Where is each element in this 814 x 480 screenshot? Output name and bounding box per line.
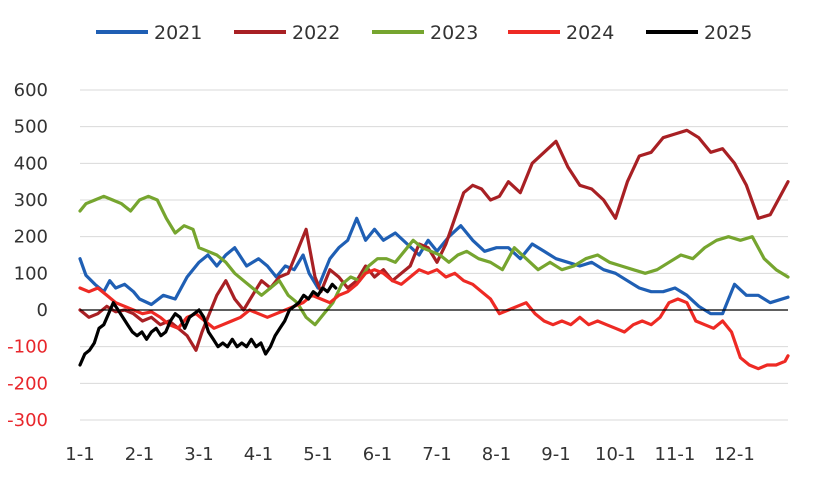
x-tick-label: 4-1 xyxy=(244,444,273,465)
x-tick-label: 11-1 xyxy=(655,444,696,465)
y-tick-label: -100 xyxy=(7,337,48,358)
series-line-2024 xyxy=(78,268,790,371)
series-lines xyxy=(78,128,790,371)
y-tick-label: 400 xyxy=(14,153,48,174)
x-tick-label: 2-1 xyxy=(125,444,154,465)
legend-label-2023: 2023 xyxy=(430,22,478,44)
legend-label-2024: 2024 xyxy=(566,22,614,44)
series-line-2021 xyxy=(78,216,790,316)
series-line-2025 xyxy=(78,282,338,367)
y-tick-label: 500 xyxy=(14,117,48,138)
y-tick-label: -200 xyxy=(7,373,48,394)
x-tick-label: 6-1 xyxy=(363,444,392,465)
legend: 2021 2022 2023 2024 2025 xyxy=(96,22,752,44)
y-tick-label: 100 xyxy=(14,263,48,284)
y-tick-label: 200 xyxy=(14,227,48,248)
x-tick-label: 3-1 xyxy=(184,444,213,465)
x-tick-label: 10-1 xyxy=(595,444,636,465)
x-tick-label: 12-1 xyxy=(714,444,755,465)
legend-label-2021: 2021 xyxy=(154,22,202,44)
x-tick-label: 7-1 xyxy=(422,444,451,465)
x-tick-labels: 1-1 2-1 3-1 4-1 5-1 6-1 7-1 8-1 9-1 10-1 11-1 12-1 xyxy=(65,444,755,465)
y-tick-labels: 600 500 400 300 200 100 0 -100 -200 -300 xyxy=(7,80,48,431)
x-tick-label: 8-1 xyxy=(482,444,511,465)
y-tick-label: 300 xyxy=(14,190,48,211)
x-tick-label: 9-1 xyxy=(541,444,570,465)
y-tick-label: 0 xyxy=(37,300,48,321)
series-line-2023 xyxy=(78,194,790,327)
x-tick-label: 1-1 xyxy=(65,444,94,465)
legend-label-2022: 2022 xyxy=(292,22,340,44)
y-tick-label: -300 xyxy=(7,410,48,431)
y-tick-label: 600 xyxy=(14,80,48,101)
legend-label-2025: 2025 xyxy=(704,22,752,44)
x-tick-label: 5-1 xyxy=(303,444,332,465)
